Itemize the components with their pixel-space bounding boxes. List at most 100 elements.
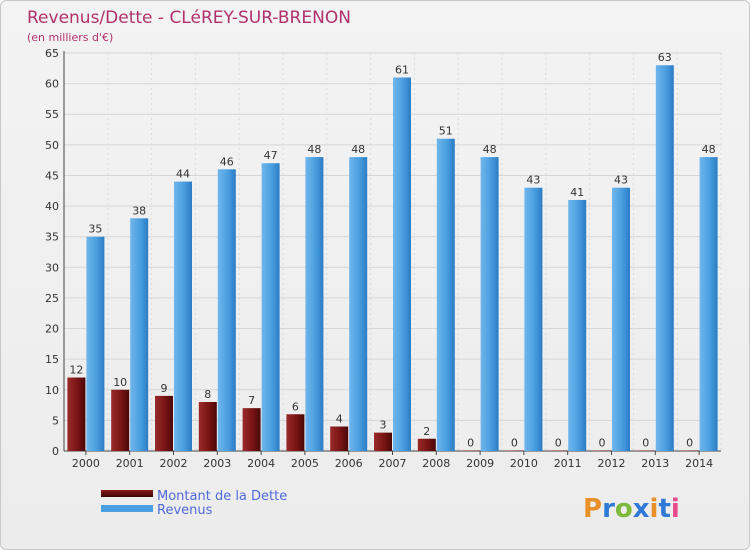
label-revenus-2011: 41 — [570, 186, 584, 199]
y-tick-label: 0 — [52, 445, 59, 458]
label-revenus-2009: 48 — [483, 143, 497, 156]
y-tick-label: 45 — [45, 169, 59, 182]
label-revenus-2012: 43 — [614, 174, 628, 187]
label-dette-2011: 0 — [555, 437, 562, 450]
bar-dette-2008 — [417, 438, 436, 451]
logo-letter: i — [650, 494, 659, 524]
bar-revenus-2002 — [174, 181, 192, 452]
label-dette-2014: 0 — [686, 437, 693, 450]
bar-dette-2011 — [549, 450, 568, 451]
label-revenus-2004: 47 — [264, 149, 278, 162]
bar-revenus-2000 — [86, 236, 105, 451]
y-tick-label: 20 — [45, 323, 59, 336]
y-tick-label: 10 — [45, 384, 59, 397]
legend-label-debt: Montant de la Dette — [157, 489, 287, 504]
label-dette-2010: 0 — [511, 437, 518, 450]
bar-revenus-2010 — [524, 187, 543, 451]
bar-revenus-2006 — [349, 157, 368, 452]
label-dette-2006: 4 — [336, 413, 343, 426]
x-tick-label-2000: 2000 — [72, 457, 100, 470]
legend-swatch-revenus — [101, 505, 153, 512]
bar-revenus-2003 — [217, 169, 236, 452]
label-dette-2004: 7 — [248, 394, 255, 407]
bar-revenus-2012 — [612, 187, 630, 451]
label-revenus-2013: 63 — [658, 51, 672, 64]
data-labels: 1235103894484674764844836125104804304104… — [69, 51, 715, 449]
label-revenus-2003: 46 — [220, 155, 234, 168]
x-tick-label-2007: 2007 — [379, 457, 407, 470]
x-tick-label-2006: 2006 — [335, 457, 363, 470]
x-tick-label-2005: 2005 — [291, 457, 319, 470]
bar-dette-2000 — [67, 377, 86, 451]
label-dette-2005: 6 — [292, 400, 299, 413]
logo-letter: r — [602, 494, 615, 524]
label-revenus-2002: 44 — [176, 168, 190, 181]
label-dette-2013: 0 — [642, 437, 649, 450]
bar-dette-2009 — [461, 450, 480, 451]
y-tick-label: 55 — [45, 108, 59, 121]
bar-dette-2012 — [593, 450, 611, 451]
label-revenus-2001: 38 — [132, 204, 146, 217]
label-dette-2009: 0 — [467, 437, 474, 450]
bar-revenus-2014 — [699, 157, 718, 452]
legend: Montant de la Dette Revenus — [101, 489, 287, 518]
bar-dette-2004 — [242, 408, 261, 451]
y-tick-label: 65 — [45, 47, 59, 60]
bar-revenus-2009 — [480, 157, 499, 452]
label-revenus-2014: 48 — [702, 143, 716, 156]
bar-dette-2005 — [286, 414, 305, 451]
label-revenus-2006: 48 — [351, 143, 365, 156]
logo-letter: t — [658, 494, 670, 524]
y-tick-label: 60 — [45, 78, 59, 91]
label-dette-2001: 10 — [113, 376, 127, 389]
y-tick-label: 40 — [45, 200, 59, 213]
x-tick-label-2009: 2009 — [466, 457, 494, 470]
proxiti-logo: Proxiti — [583, 494, 680, 524]
bar-dette-2006 — [330, 426, 349, 451]
x-tick-label-2003: 2003 — [203, 457, 231, 470]
bar-dette-2010 — [505, 450, 524, 451]
label-dette-2002: 9 — [161, 382, 168, 395]
x-tick-label-2011: 2011 — [554, 457, 582, 470]
x-tick-label-2013: 2013 — [641, 457, 669, 470]
bar-revenus-2013 — [655, 65, 674, 451]
x-tick-label-2001: 2001 — [116, 457, 144, 470]
bar-revenus-2007 — [393, 77, 411, 451]
grid — [63, 52, 722, 452]
bar-dette-2014 — [680, 450, 699, 451]
bar-revenus-2001 — [130, 218, 149, 451]
label-revenus-2007: 61 — [395, 63, 409, 76]
x-tick-label-2010: 2010 — [510, 457, 538, 470]
bar-dette-2001 — [111, 389, 130, 451]
bar-dette-2013 — [636, 450, 655, 451]
x-tick-label-2014: 2014 — [685, 457, 713, 470]
bar-dette-2002 — [155, 395, 173, 451]
chart-title: Revenus/Dette - CLéREY-SUR-BRENON — [27, 8, 351, 28]
label-revenus-2005: 48 — [307, 143, 321, 156]
y-tick-label: 30 — [45, 261, 59, 274]
bar-revenus-2011 — [568, 199, 587, 451]
label-dette-2008: 2 — [423, 425, 430, 438]
logo-letter: P — [583, 494, 602, 524]
label-dette-2007: 3 — [380, 419, 387, 432]
x-tick-label-2002: 2002 — [160, 457, 188, 470]
bars — [67, 65, 718, 452]
bar-revenus-2005 — [305, 157, 324, 452]
y-tick-label: 5 — [52, 414, 59, 427]
bar-revenus-2008 — [436, 138, 455, 451]
logo-letter: i — [671, 494, 680, 524]
x-tick-label-2012: 2012 — [598, 457, 626, 470]
logo-letter: o — [615, 494, 633, 524]
logo-letter: x — [633, 494, 650, 524]
x-ticks: 2000 2001 2002 2003 2004 2005 2006 2007 2008 2009… — [72, 451, 713, 470]
label-dette-2000: 12 — [69, 364, 83, 377]
label-revenus-2008: 51 — [439, 125, 453, 138]
bar-dette-2003 — [198, 402, 217, 451]
y-tick-label: 15 — [45, 353, 59, 366]
x-tick-label-2008: 2008 — [422, 457, 450, 470]
y-tick-label: 35 — [45, 231, 59, 244]
x-tick-label-2004: 2004 — [247, 457, 275, 470]
bar-dette-2007 — [374, 432, 392, 451]
